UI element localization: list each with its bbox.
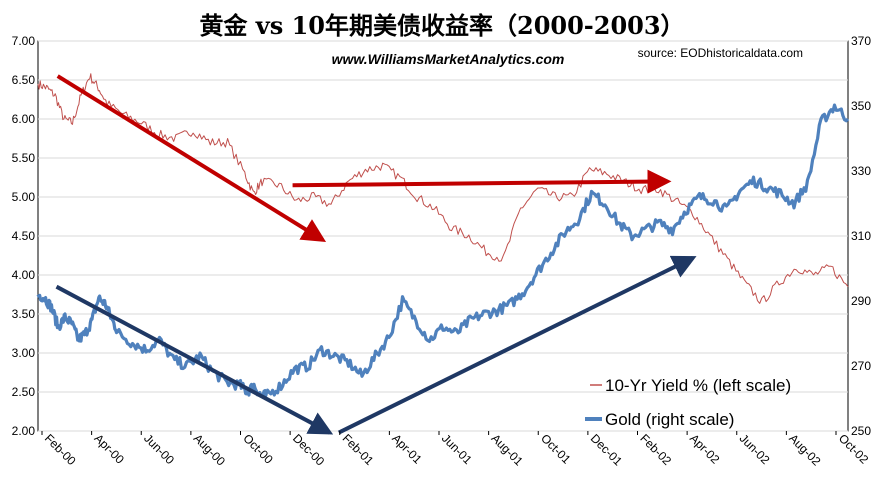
legend-label-yield: 10-Yr Yield % (left scale) bbox=[605, 376, 791, 395]
left-tick-label: 3.00 bbox=[12, 346, 36, 360]
left-tick-label: 6.50 bbox=[12, 73, 36, 87]
left-tick-label: 5.00 bbox=[12, 190, 36, 204]
trend-arrow bbox=[55, 284, 334, 435]
legend-label-gold: Gold (right scale) bbox=[605, 410, 734, 429]
right-tick-label: 250 bbox=[851, 424, 871, 438]
left-tick-label: 7.00 bbox=[12, 34, 36, 48]
left-tick-label: 4.50 bbox=[12, 229, 36, 243]
chart-title: 黄金 vs 10年期美债收益率（2000-2003） bbox=[199, 11, 684, 40]
annotation-arrows bbox=[55, 74, 697, 435]
series-line-yield bbox=[37, 73, 849, 304]
left-tick-label: 4.00 bbox=[12, 268, 36, 282]
left-tick-label: 2.50 bbox=[12, 385, 36, 399]
left-tick-label: 3.50 bbox=[12, 307, 36, 321]
right-tick-label: 270 bbox=[851, 359, 871, 373]
left-tick-label: 6.00 bbox=[12, 112, 36, 126]
left-tick-label: 5.50 bbox=[12, 151, 36, 165]
trend-arrow bbox=[337, 255, 697, 435]
legend: 10-Yr Yield % (left scale) Gold (right s… bbox=[585, 376, 791, 429]
trend-arrow bbox=[292, 169, 672, 194]
series-layer bbox=[36, 73, 850, 398]
trend-arrow bbox=[56, 74, 327, 243]
series-line-gold bbox=[36, 103, 850, 398]
right-tick-label: 310 bbox=[851, 229, 871, 243]
right-tick-label: 370 bbox=[851, 34, 871, 48]
chart-source: source: EODhistoricaldata.com bbox=[638, 46, 803, 60]
right-axis-ticks: 250 270 290 310 330 350 370 bbox=[851, 34, 871, 438]
left-tick-label: 2.00 bbox=[12, 424, 36, 438]
right-tick-label: 330 bbox=[851, 164, 871, 178]
chart-subtitle: www.WilliamsMarketAnalytics.com bbox=[332, 51, 565, 67]
right-tick-label: 350 bbox=[851, 99, 871, 113]
left-axis-ticks: 2.00 2.50 3.00 3.50 4.00 4.50 5.00 5.50 6.00 6.50… bbox=[12, 34, 36, 438]
right-tick-label: 290 bbox=[851, 294, 871, 308]
gridlines bbox=[38, 40, 848, 432]
